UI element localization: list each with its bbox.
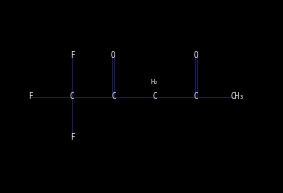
- Text: C: C: [111, 92, 116, 101]
- Text: C: C: [194, 92, 198, 101]
- Text: C: C: [70, 92, 74, 101]
- Text: O: O: [194, 51, 198, 60]
- Text: F: F: [28, 92, 33, 101]
- Text: F: F: [70, 133, 74, 142]
- Text: H₂: H₂: [151, 79, 159, 85]
- Text: CH₃: CH₃: [230, 92, 244, 101]
- Text: O: O: [111, 51, 116, 60]
- Text: F: F: [70, 51, 74, 60]
- Text: C: C: [152, 92, 157, 101]
